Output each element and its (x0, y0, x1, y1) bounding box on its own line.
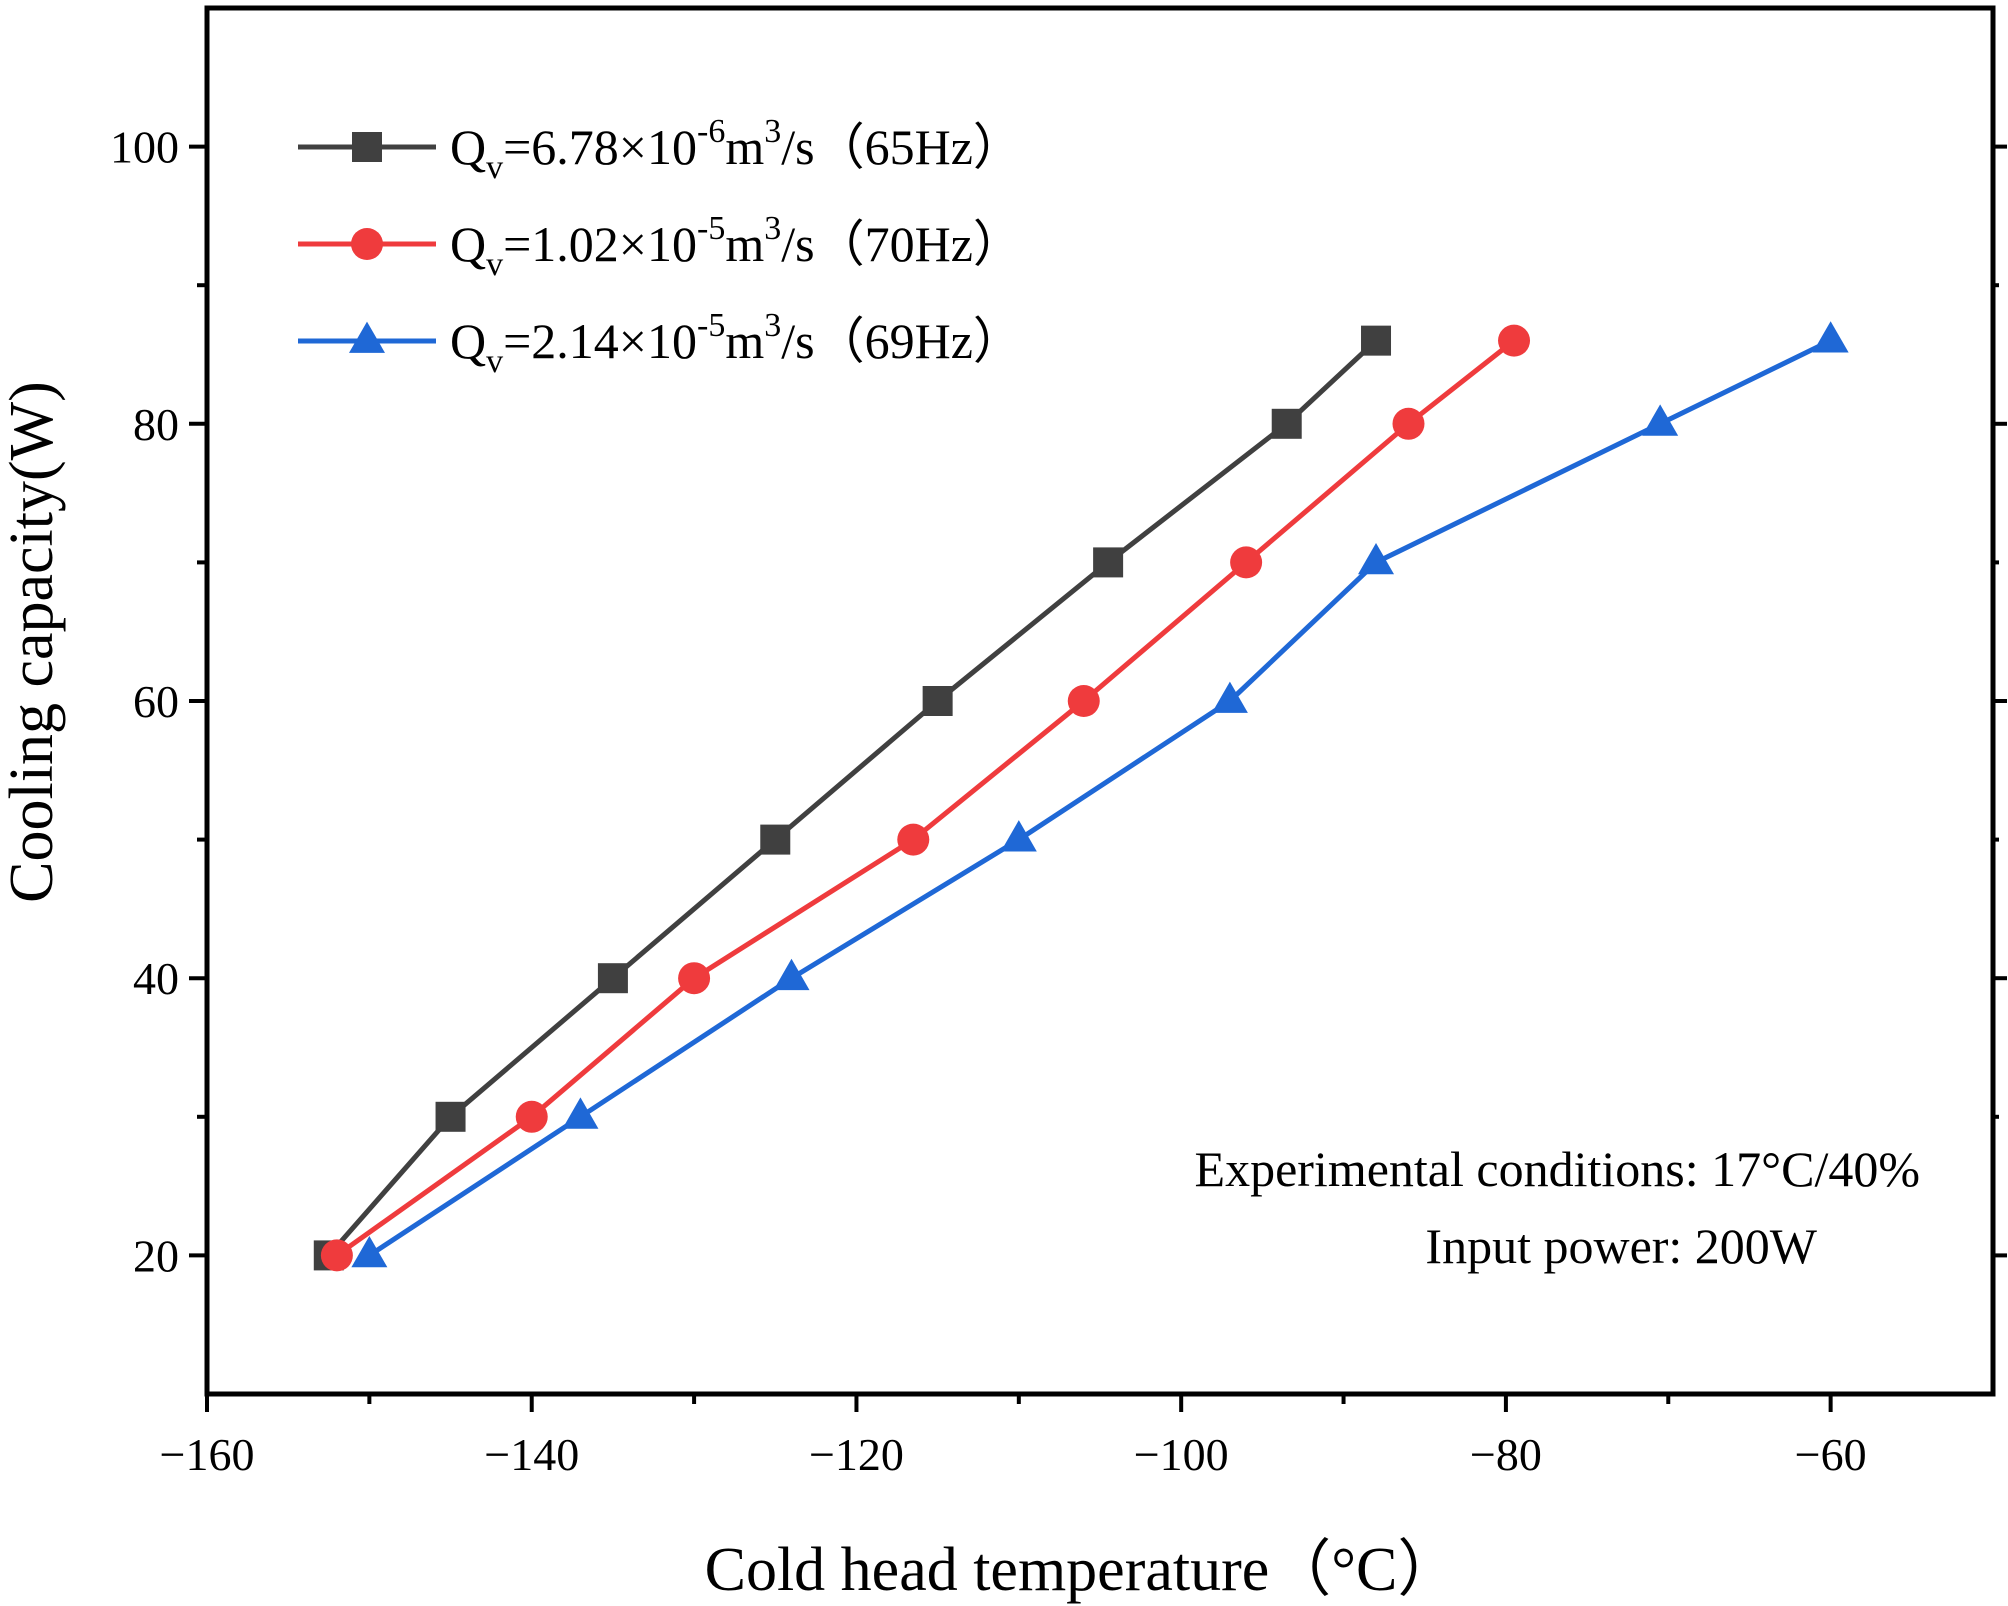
y-tick-label: 80 (133, 399, 179, 450)
data-point (1812, 321, 1849, 353)
y-tick-label: 100 (110, 122, 179, 173)
data-point (1392, 407, 1425, 440)
series-line (326, 338, 1378, 1258)
x-tick-label: −140 (484, 1429, 579, 1480)
annotation-conditions: Experimental conditions: 17°C/40% (1195, 1141, 1920, 1197)
data-point (678, 962, 711, 995)
legend-marker (352, 132, 382, 162)
data-point (435, 1101, 466, 1132)
legend-marker (349, 321, 385, 353)
legend: Qv=6.78×10-6m3/s（65Hz） Qv=1.02×10-5m3/s（7… (298, 113, 1023, 380)
data-point (1642, 404, 1679, 436)
series-1 (313, 325, 1392, 1271)
legend-item-1: Qv=6.78×10-6m3/s（65Hz） (298, 113, 1023, 186)
data-point (897, 823, 930, 856)
data-point (1361, 325, 1392, 356)
data-point (773, 958, 810, 991)
x-tick-label: −60 (1795, 1429, 1867, 1480)
legend-label: Qv=2.14×10-5m3/s（69Hz） (450, 307, 1023, 380)
y-axis-title: Cooling capacity(W) (0, 381, 66, 903)
data-point (1271, 408, 1302, 439)
data-point (922, 686, 953, 716)
data-point (597, 963, 628, 994)
data-point (351, 1235, 388, 1268)
legend-item-2: Qv=1.02×10-5m3/s（70Hz） (298, 210, 1023, 283)
series-group (313, 321, 1849, 1272)
x-tick-label: −160 (160, 1429, 255, 1480)
series-line (367, 338, 1832, 1258)
data-point (1211, 681, 1248, 713)
data-point (1230, 546, 1263, 579)
x-tick-label: −80 (1470, 1429, 1542, 1480)
x-tick-label: −120 (809, 1429, 904, 1480)
data-point (760, 824, 791, 855)
legend-item-3: Qv=2.14×10-5m3/s（69Hz） (298, 307, 1023, 380)
axis-ticks: −160 −140 −120 −100 −80 −60 20 40 60 80 100 (110, 122, 2007, 1480)
series-3 (351, 321, 1849, 1268)
annotation-input-power: Input power: 200W (1425, 1218, 1817, 1274)
x-axis-title: Cold head temperature（°C） (705, 1536, 1460, 1604)
y-tick-label: 60 (133, 676, 179, 727)
data-point (515, 1100, 548, 1133)
legend-marker (351, 228, 383, 260)
data-point (320, 1239, 353, 1272)
x-tick-label: −100 (1134, 1429, 1229, 1480)
data-point (1358, 542, 1395, 575)
data-point (562, 1097, 599, 1129)
data-point (1498, 324, 1531, 357)
data-point (1000, 820, 1037, 852)
y-tick-label: 20 (133, 1230, 179, 1281)
legend-label: Qv=6.78×10-6m3/s（65Hz） (450, 113, 1023, 186)
legend-label: Qv=1.02×10-5m3/s（70Hz） (450, 210, 1023, 283)
data-point (1067, 685, 1100, 717)
y-tick-label: 40 (133, 953, 179, 1004)
series-line (335, 338, 1516, 1258)
data-point (1093, 547, 1124, 578)
series-2 (320, 324, 1531, 1272)
